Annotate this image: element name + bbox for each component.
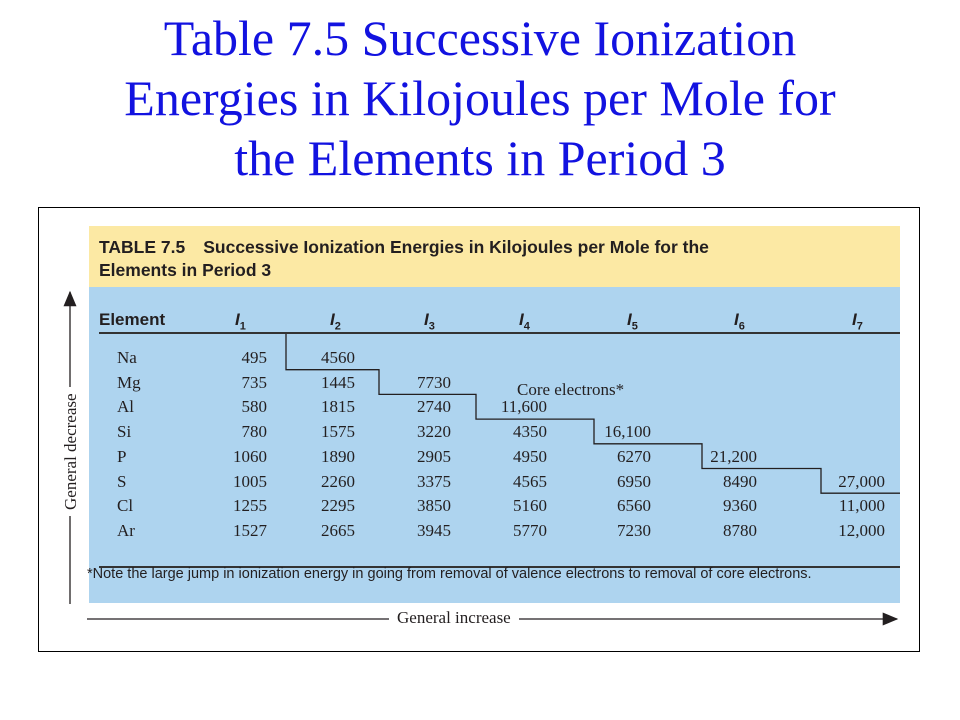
core-electron-boundary (285, 334, 900, 494)
horizontal-axis-label: General increase (389, 608, 519, 628)
value-cell: 4560 (321, 348, 355, 367)
table-label: TABLE 7.5 (99, 237, 186, 257)
value-cell: 8780 (723, 520, 757, 540)
table-caption-line-2: Elements in Period 3 (99, 260, 272, 280)
ionization-header-5: I5 (627, 310, 638, 333)
value-cell: 5160 (513, 496, 547, 516)
value-cell: 1445 (321, 372, 355, 392)
value-cell: 7730 (417, 372, 451, 392)
value-cell: 6270 (617, 446, 651, 466)
ionization-header-4: I4 (519, 310, 530, 333)
element-cell: Mg (117, 372, 141, 392)
value-cell: 495 (241, 348, 268, 367)
slide-title-line-1: Table 7.5 Successive Ionization (163, 10, 797, 66)
value-cell: 735 (241, 372, 268, 392)
value-cell: 2295 (321, 496, 355, 516)
value-cell: 3945 (417, 520, 451, 540)
element-cell: Na (117, 348, 137, 367)
value-cell: 21,200 (710, 446, 757, 466)
element-cell: P (117, 446, 127, 466)
value-cell: 1255 (233, 496, 267, 516)
ionization-header-7: I7 (852, 310, 863, 333)
value-cell: 12,000 (838, 520, 885, 540)
value-cell: 6950 (617, 471, 651, 491)
table-caption-line-1: Successive Ionization Energies in Kilojo… (203, 237, 709, 257)
ionization-header-6: I6 (734, 310, 745, 333)
table-panel: TABLE 7.5 Successive Ionization Energies … (89, 226, 900, 603)
slide-title-line-2: Energies in Kilojoules per Mole for (124, 70, 836, 126)
value-cell: 1060 (233, 446, 267, 466)
value-cell: 2905 (417, 446, 451, 466)
element-cell: Al (117, 397, 134, 417)
vertical-axis-label: General decrease (61, 387, 81, 516)
value-cell: 27,000 (838, 471, 885, 491)
element-cell: Si (117, 422, 132, 442)
ionization-header-3: I3 (424, 310, 435, 333)
value-cell: 4565 (513, 471, 547, 491)
element-cell: S (117, 471, 127, 491)
slide-title-line-3: the Elements in Period 3 (234, 130, 726, 186)
value-cell: 16,100 (604, 422, 651, 442)
element-column-header: Element (99, 310, 166, 329)
value-cell: 3375 (417, 471, 451, 491)
value-cell: 2665 (321, 520, 355, 540)
value-cell: 3850 (417, 496, 451, 516)
ionization-header-2: I2 (330, 310, 341, 333)
value-cell: 9360 (723, 496, 757, 516)
value-cell: 3220 (417, 422, 451, 442)
staircase-line (285, 334, 900, 494)
value-cell: 780 (241, 422, 268, 442)
slide-title: Table 7.5 Successive Ionization Energies… (0, 8, 960, 188)
value-cell: 1890 (321, 446, 355, 466)
value-cell: 4950 (513, 446, 547, 466)
value-cell: 580 (241, 397, 268, 417)
value-cell: 11,000 (838, 496, 885, 516)
table-image-frame: General decrease General increase TABLE … (38, 207, 920, 652)
value-cell: 1575 (321, 422, 355, 442)
value-cell: 11,600 (500, 397, 547, 417)
value-cell: 1815 (321, 397, 355, 417)
value-cell: 4350 (513, 422, 547, 442)
header-rule (99, 332, 900, 334)
value-cell: 6560 (617, 496, 651, 516)
value-cell: 1005 (233, 471, 267, 491)
table-caption: TABLE 7.5 Successive Ionization Energies … (89, 226, 900, 287)
ionization-header-1: I1 (235, 310, 246, 333)
core-electrons-label: Core electrons* (517, 380, 625, 399)
value-cell: 5770 (513, 520, 547, 540)
value-cell: 1527 (233, 520, 267, 540)
element-cell: Cl (117, 496, 134, 516)
value-cell: 7230 (617, 520, 651, 540)
element-cell: Ar (117, 520, 135, 540)
value-cell: 2260 (321, 471, 355, 491)
value-cell: 8490 (723, 471, 757, 491)
table-footnote: *Note the large jump in ionization energ… (87, 566, 812, 582)
value-cell: 2740 (417, 397, 451, 417)
bottom-rule (99, 566, 900, 568)
